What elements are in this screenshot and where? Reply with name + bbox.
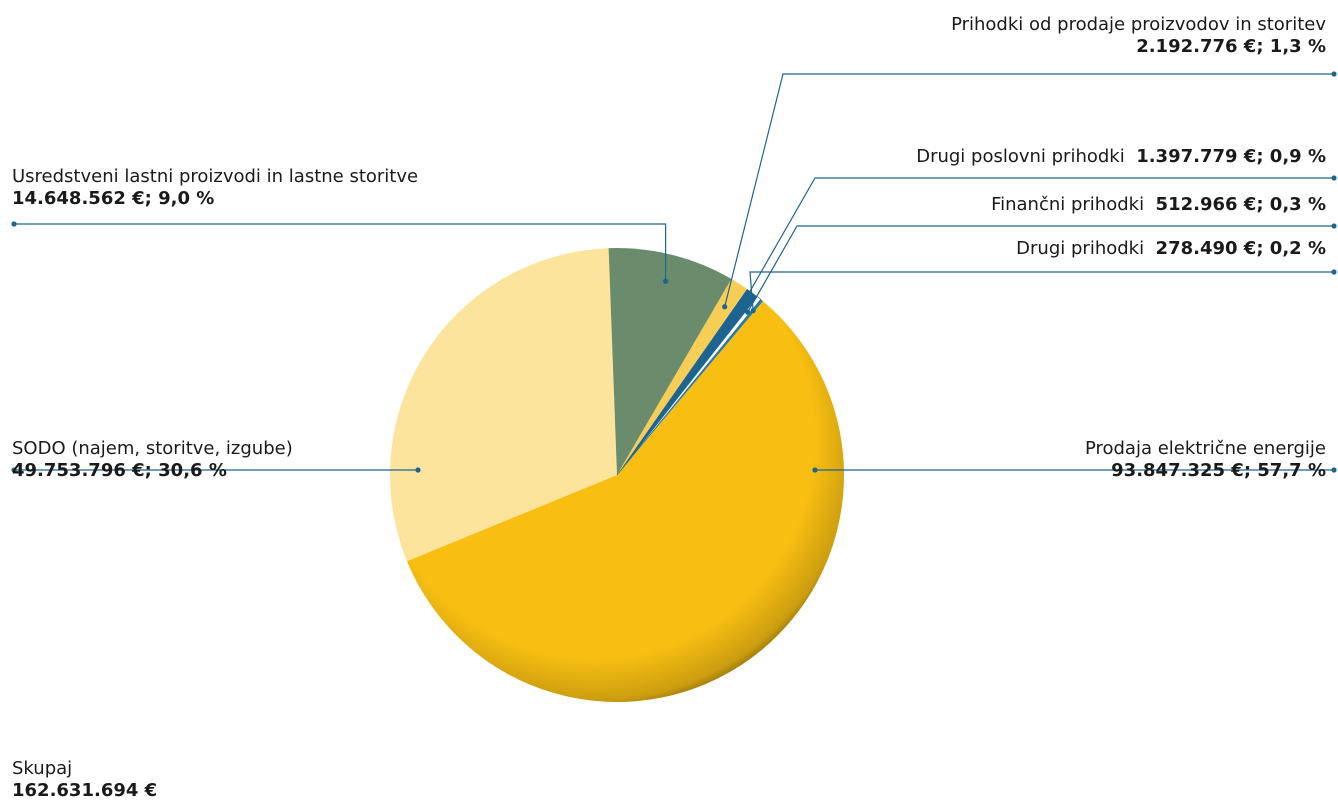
label-drugi-prihodki-value: 278.490 €; 0,2 % (1155, 238, 1326, 259)
leader-line-6 (749, 271, 1334, 311)
label-usredstveni: Usredstveni lastni proizvodi in lastne s… (12, 166, 418, 210)
label-drugi-prihodki: Drugi prihodki 278.490 €; 0,2 % (1016, 238, 1326, 260)
label-prihodki-prodaje-name: Prihodki od prodaje proizvodov in storit… (951, 14, 1326, 35)
label-prodaja-name: Prodaja električne energije (1084, 438, 1326, 459)
leader-line-4 (738, 177, 1334, 312)
leader-line-2 (14, 223, 667, 282)
leader-dot-outer-3 (1331, 71, 1337, 77)
leader-dot-outer-0 (1331, 467, 1337, 473)
label-sodo: SODO (najem, storitve, izgube) 49.753.79… (12, 438, 293, 482)
label-usredstveni-value: 14.648.562 €; 9,0 % (12, 188, 215, 209)
leader-dot-inner-2 (662, 278, 669, 284)
label-financni: Finančni prihodki 512.966 €; 0,3 % (991, 194, 1326, 216)
label-sodo-value: 49.753.796 €; 30,6 % (12, 460, 227, 481)
label-prihodki-prodaje-value: 2.192.776 €; 1,3 % (1136, 36, 1326, 57)
label-drugi-prihodki-name: Drugi prihodki (1016, 238, 1145, 259)
total-label: Skupaj (12, 758, 73, 779)
leader-dot-outer-1 (11, 467, 17, 473)
leader-dot-inner-6 (750, 308, 756, 314)
label-sodo-name: SODO (najem, storitve, izgube) (12, 438, 293, 459)
leader-dot-inner-3 (722, 304, 728, 310)
total-block: Skupaj 162.631.694 € (12, 758, 157, 802)
leader-dot-outer-5 (1331, 223, 1337, 229)
leader-dot-inner-0 (812, 467, 818, 473)
label-prodaja-value: 93.847.325 €; 57,7 % (1111, 460, 1326, 481)
label-prihodki-prodaje: Prihodki od prodaje proizvodov in storit… (951, 14, 1326, 58)
leader-line-3 (724, 73, 1334, 307)
label-drugi-poslovni: Drugi poslovni prihodki 1.397.779 €; 0,9… (916, 146, 1326, 168)
label-financni-value: 512.966 €; 0,3 % (1155, 194, 1326, 215)
leader-line-5 (747, 225, 1334, 313)
leader-dot-inner-1 (415, 467, 421, 473)
label-financni-name: Finančni prihodki (991, 194, 1145, 215)
total-value: 162.631.694 € (12, 780, 158, 801)
pie-shading (390, 248, 844, 702)
label-prodaja: Prodaja električne energije 93.847.325 €… (1085, 438, 1326, 482)
label-usredstveni-name: Usredstveni lastni proizvodi in lastne s… (12, 166, 419, 187)
leader-dot-inner-4 (736, 308, 742, 314)
leader-dot-outer-4 (1331, 175, 1337, 181)
leader-dot-outer-6 (1331, 269, 1337, 275)
label-drugi-poslovni-name: Drugi poslovni prihodki (916, 146, 1125, 167)
leader-dot-outer-2 (11, 221, 17, 227)
leader-dot-inner-5 (745, 309, 751, 315)
label-drugi-poslovni-value: 1.397.779 €; 0,9 % (1136, 146, 1326, 167)
